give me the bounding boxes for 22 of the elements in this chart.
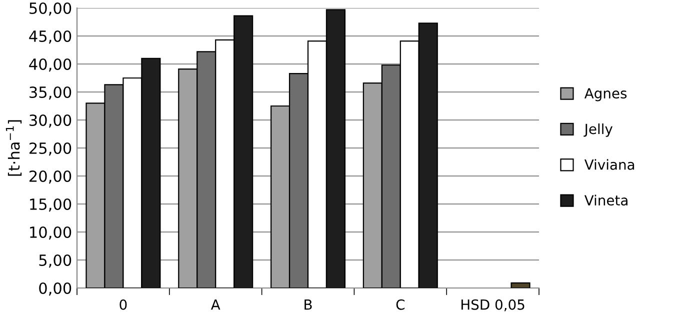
x-tick-label: HSD 0,05 <box>462 299 524 312</box>
y-tick-label: 20,00 <box>30 170 72 184</box>
y-tick-label: 45,00 <box>29 30 72 44</box>
x-tick-label: B <box>304 300 312 310</box>
y-tick-label: 40,00 <box>29 58 72 72</box>
legend-label: Viviana <box>584 159 634 170</box>
legend-label: Agnes <box>584 88 627 102</box>
y-tick-label: 30,00 <box>30 114 72 128</box>
y-tick-label: 5,00 <box>39 254 72 268</box>
x-tick-label: A <box>210 300 220 310</box>
x-tick-label: 0 <box>120 299 127 310</box>
y-axis-title: [t·ha$^{−1}$] <box>6 120 22 176</box>
y-tick-label: 10,00 <box>30 226 72 240</box>
legend-label: Vineta <box>584 194 628 206</box>
y-tick-label: 0,00 <box>39 282 72 296</box>
y-tick-label: 35,00 <box>30 86 72 100</box>
bar <box>510 282 530 288</box>
x-tick-label: C <box>396 299 404 310</box>
y-tick-label: 50,00 <box>30 2 72 16</box>
y-tick-label: 25,00 <box>30 142 72 156</box>
y-tick-label: 15,00 <box>30 198 72 212</box>
legend-label: Jelly <box>584 123 613 137</box>
